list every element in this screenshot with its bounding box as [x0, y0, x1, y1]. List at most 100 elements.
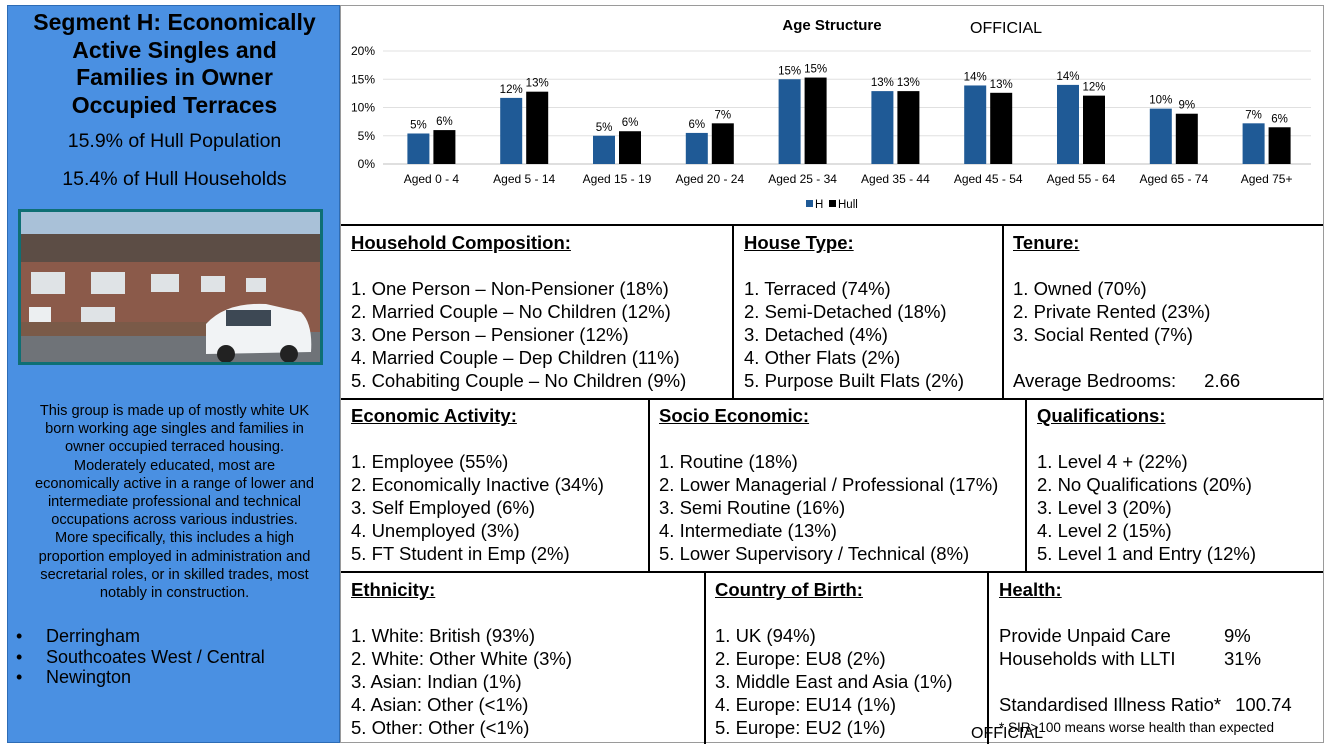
bar-hull — [619, 131, 641, 164]
list-item: 5. Level 1 and Entry (12%) — [1037, 543, 1257, 564]
legend-swatch — [806, 200, 813, 207]
list-item: 2. White: Other White (3%) — [351, 648, 573, 669]
official-marking-bottom: OFFICIAL — [971, 725, 1044, 742]
official-marking-top: OFFICIAL — [970, 20, 1043, 37]
bar-hull — [804, 77, 827, 164]
list-item: 3. Self Employed (6%) — [351, 497, 536, 518]
health-panel: Health: Provide Unpaid Care 9% Households… — [999, 578, 1319, 739]
list-item: 5. Europe: EU2 (1%) — [715, 717, 886, 738]
household-composition-panel: Household Composition: 1. One Person – N… — [351, 231, 686, 392]
data-label: 5% — [410, 119, 427, 131]
bar-hull — [1083, 95, 1105, 164]
list-item: 1. UK (94%) — [715, 625, 816, 646]
bar-h — [500, 97, 523, 164]
divider — [648, 398, 650, 571]
list-item: 4. Intermediate (13%) — [659, 520, 837, 541]
qualifications-panel: Qualifications: 1. Level 4 + (22%) 2. No… — [1037, 404, 1256, 565]
bar-h — [964, 85, 987, 164]
sir-row: Standardised Illness Ratio* 100.74 — [999, 694, 1292, 715]
economic-activity-panel: Economic Activity: 1. Employee (55%) 2. … — [351, 404, 604, 565]
data-label: 6% — [688, 119, 705, 131]
list-item: 1. Terraced (74%) — [744, 278, 891, 299]
sir-footnote: * SIR>100 means worse health than expect… — [999, 720, 1275, 735]
list-item: 5. Purpose Built Flats (2%) — [744, 370, 965, 391]
y-tick-label: 15% — [351, 72, 375, 86]
list-item: 4. Married Couple – Dep Children (11%) — [351, 347, 680, 368]
y-tick-label: 5% — [358, 129, 376, 143]
data-label: 15% — [804, 64, 827, 76]
chart-title: Age Structure — [782, 17, 881, 34]
age-structure-svg: Age Structure 0% 5% 10% 15% 20% 5% 6% Aged 0 - 4… — [351, 17, 1311, 211]
list-item: 4. Level 2 (15%) — [1037, 520, 1172, 541]
household-share: 15.4% of Hull Households — [62, 168, 287, 190]
list-item: 2. Semi-Detached (18%) — [744, 301, 947, 322]
list-item: 4. Unemployed (3%) — [351, 520, 520, 541]
list-item: 4. Asian: Other (<1%) — [351, 694, 529, 715]
x-tick-label: Aged 75+ — [1241, 172, 1293, 186]
x-tick-label: Aged 45 - 54 — [954, 172, 1023, 186]
list-item: 5. FT Student in Emp (2%) — [351, 543, 570, 564]
x-tick-label: Aged 35 - 44 — [861, 172, 930, 186]
bar-h — [871, 91, 894, 164]
panel-title: Tenure: — [1013, 232, 1080, 253]
data-label: 14% — [964, 71, 987, 83]
x-tick-label: Aged 5 - 14 — [493, 172, 555, 186]
bar-h — [778, 79, 801, 164]
data-label: 13% — [990, 79, 1013, 91]
bar-h — [407, 133, 430, 164]
bar-h — [1242, 123, 1265, 164]
list-item: 3. Middle East and Asia (1%) — [715, 671, 953, 692]
data-label: 6% — [436, 116, 453, 128]
area-list: Derringham Southcoates West / Central Ne… — [16, 626, 265, 688]
population-share: 15.9% of Hull Population — [67, 130, 282, 152]
terraced-houses-image — [21, 212, 320, 362]
legend-label: H — [815, 199, 823, 211]
list-item: 1. One Person – Non-Pensioner (18%) — [351, 278, 669, 299]
socio-economic-panel: Socio Economic: 1. Routine (18%) 2. Lowe… — [659, 404, 998, 565]
data-label: 6% — [1271, 113, 1288, 125]
list-item: 3. Social Rented (7%) — [1013, 324, 1193, 345]
divider — [341, 398, 1323, 400]
panel-title: Qualifications: — [1037, 405, 1166, 426]
bar-h — [593, 135, 615, 164]
data-label: 12% — [500, 84, 523, 96]
x-tick-label: Aged 15 - 19 — [583, 172, 652, 186]
y-tick-label: 20% — [351, 44, 375, 58]
country-of-birth-panel: Country of Birth: 1. UK (94%) 2. Europe:… — [715, 578, 953, 739]
bar-hull — [1268, 127, 1291, 164]
panel-title: Economic Activity: — [351, 405, 517, 426]
bar-hull — [711, 123, 734, 164]
data-label: 13% — [897, 77, 920, 89]
list-item: 5. Cohabiting Couple – No Children (9%) — [351, 370, 687, 391]
legend-label: Hull — [838, 199, 858, 211]
list-item: 3. Asian: Indian (1%) — [351, 671, 522, 692]
list-item: 2. Married Couple – No Children (12%) — [351, 301, 671, 322]
tenure-panel: Tenure: 1. Owned (70%) 2. Private Rented… — [1013, 231, 1240, 392]
segment-summary-panel: Segment H: Economically Active Singles a… — [7, 5, 340, 743]
y-tick-label: 10% — [351, 101, 375, 115]
data-label: 5% — [596, 122, 613, 134]
bar-h — [1057, 84, 1079, 164]
list-item: 2. Lower Managerial / Professional (17%) — [659, 474, 999, 495]
x-tick-label: Aged 25 - 34 — [768, 172, 837, 186]
y-tick-label: 0% — [358, 157, 376, 171]
divider — [341, 224, 1323, 226]
panel-title: Ethnicity: — [351, 579, 436, 600]
x-tick-label: Aged 0 - 4 — [404, 172, 460, 186]
list-item: 2. Private Rented (23%) — [1013, 301, 1211, 322]
age-structure-chart: Age Structure 0% 5% 10% 15% 20% 5% 6% Aged 0 - 4… — [341, 6, 1323, 224]
data-label: 6% — [622, 117, 639, 129]
segment-title: Segment H: Economically Active Singles a… — [33, 9, 316, 118]
x-tick-label: Aged 55 - 64 — [1047, 172, 1116, 186]
list-item: 3. Detached (4%) — [744, 324, 888, 345]
area-item: Derringham — [16, 626, 265, 647]
data-label: 15% — [778, 65, 801, 77]
list-item: 1. Level 4 + (22%) — [1037, 451, 1188, 472]
divider — [341, 571, 1323, 573]
house-type-panel: House Type: 1. Terraced (74%) 2. Semi-De… — [744, 231, 964, 392]
x-tick-label: Aged 20 - 24 — [675, 172, 744, 186]
segment-description: This group is made up of mostly white UK… — [34, 403, 315, 602]
list-item: 2. Economically Inactive (34%) — [351, 474, 604, 495]
data-label: 12% — [1082, 82, 1105, 94]
list-item: 1. Employee (55%) — [351, 451, 509, 472]
